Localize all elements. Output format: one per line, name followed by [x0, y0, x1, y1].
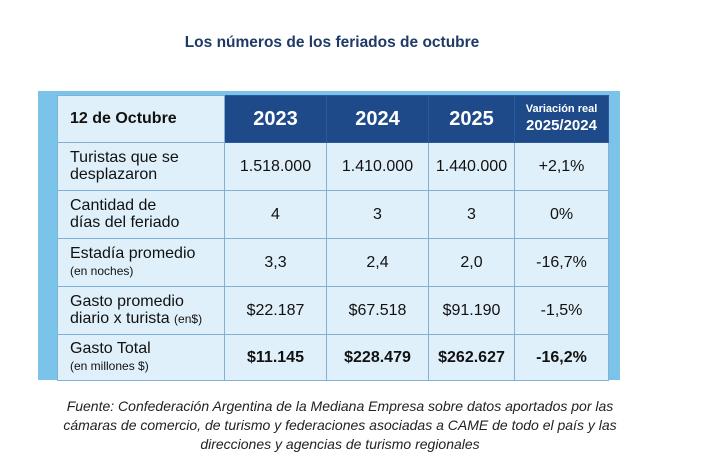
- row-label-sub: (en noches): [70, 264, 133, 278]
- year-header-2025: 2025: [429, 96, 515, 143]
- row-label-line1: Gasto Total: [70, 340, 151, 357]
- source-line2: cámaras de comercio, de turismo y federa…: [63, 417, 616, 433]
- table-cell: -16,2%: [515, 335, 609, 381]
- table-cell: 1.440.000: [429, 143, 515, 191]
- table-cell: 3: [327, 191, 429, 239]
- table-row: Cantidad de días del feriado 4 3 3 0%: [58, 191, 609, 239]
- table-cell: 2,0: [429, 239, 515, 287]
- variation-header: Variación real 2025/2024: [515, 96, 609, 143]
- row-label-sub: (en millones $): [70, 359, 149, 373]
- table-corner-label: 12 de Octubre: [58, 96, 225, 143]
- row-label: Cantidad de días del feriado: [58, 191, 225, 239]
- table-cell: $228.479: [327, 335, 429, 381]
- table-row-total: Gasto Total (en millones $) $11.145 $228…: [58, 335, 609, 381]
- table-cell: -16,7%: [515, 239, 609, 287]
- table-cell: 0%: [515, 191, 609, 239]
- table-cell: 3,3: [225, 239, 327, 287]
- row-label: Turistas que se desplazaron: [58, 143, 225, 191]
- holiday-stats-table: 12 de Octubre 2023 2024 2025 Variación r…: [57, 95, 609, 381]
- row-label-line1: Cantidad de: [70, 197, 156, 214]
- source-line3: direcciones y agencias de turismo region…: [200, 436, 479, 452]
- table-cell: -1,5%: [515, 287, 609, 335]
- table-cell: $262.627: [429, 335, 515, 381]
- row-label-line1: Estadía promedio: [70, 245, 195, 262]
- table-cell: $91.190: [429, 287, 515, 335]
- year-header-2024: 2024: [327, 96, 429, 143]
- row-label-line2: días del feriado: [70, 214, 179, 231]
- row-label-line1: Turistas que se: [70, 149, 179, 166]
- table-row: Estadía promedio (en noches) 3,3 2,4 2,0…: [58, 239, 609, 287]
- row-label-line2: diario x turista: [70, 310, 170, 327]
- page-title: Los números de los feriados de octubre: [0, 34, 664, 52]
- table-cell: 2,4: [327, 239, 429, 287]
- row-label: Gasto promedio diario x turista (en$): [58, 287, 225, 335]
- variation-header-line2: 2025/2024: [515, 117, 608, 135]
- source-line1: Fuente: Confederación Argentina de la Me…: [67, 398, 614, 414]
- table-cell: $22.187: [225, 287, 327, 335]
- row-label-sub: (en$): [174, 312, 202, 326]
- table-cell: 3: [429, 191, 515, 239]
- table-row: Gasto promedio diario x turista (en$) $2…: [58, 287, 609, 335]
- table-cell: 1.518.000: [225, 143, 327, 191]
- table-cell: $11.145: [225, 335, 327, 381]
- table-row: Turistas que se desplazaron 1.518.000 1.…: [58, 143, 609, 191]
- source-note: Fuente: Confederación Argentina de la Me…: [0, 397, 680, 454]
- row-label-line2: desplazaron: [70, 166, 157, 183]
- table-cell: 4: [225, 191, 327, 239]
- table-cell: 1.410.000: [327, 143, 429, 191]
- table-cell: $67.518: [327, 287, 429, 335]
- row-label-line1: Gasto promedio: [70, 293, 184, 310]
- row-label: Estadía promedio (en noches): [58, 239, 225, 287]
- variation-header-line1: Variación real: [515, 103, 608, 116]
- year-header-2023: 2023: [225, 96, 327, 143]
- row-label: Gasto Total (en millones $): [58, 335, 225, 381]
- table-header-row: 12 de Octubre 2023 2024 2025 Variación r…: [58, 96, 609, 143]
- table-cell: +2,1%: [515, 143, 609, 191]
